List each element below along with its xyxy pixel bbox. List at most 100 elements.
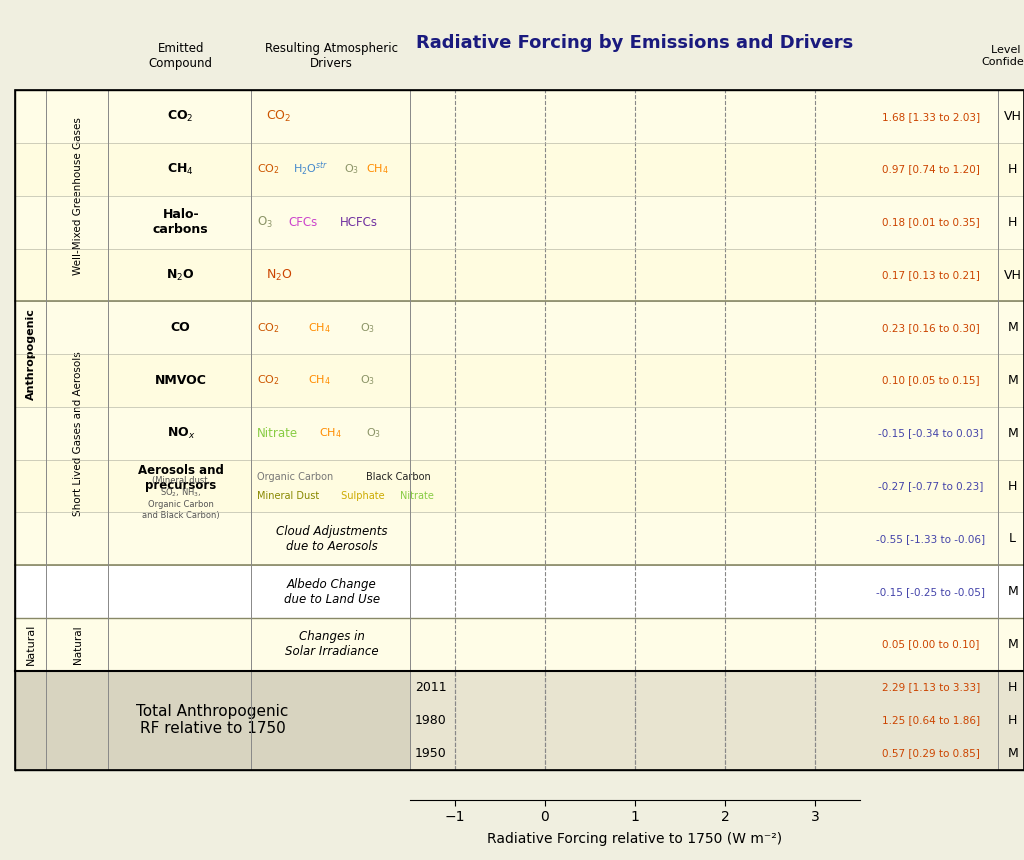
Bar — [545, 742, 596, 764]
Text: M: M — [1008, 638, 1018, 651]
Text: Organic Carbon: Organic Carbon — [257, 471, 337, 482]
Text: Radiative Forcing relative to 1750 (W m⁻²): Radiative Forcing relative to 1750 (W m⁻… — [487, 832, 782, 845]
Text: 1980: 1980 — [415, 714, 446, 727]
Text: 1950: 1950 — [415, 746, 446, 759]
Text: 0.17 [0.13 to 0.21]: 0.17 [0.13 to 0.21] — [882, 270, 980, 280]
Bar — [545, 361, 549, 400]
Text: NO$_x$: NO$_x$ — [167, 426, 195, 441]
Text: Radiative Forcing by Emissions and Drivers: Radiative Forcing by Emissions and Drive… — [416, 34, 854, 52]
Text: H: H — [1008, 216, 1018, 229]
Text: 0.97 [0.74 to 1.20]: 0.97 [0.74 to 1.20] — [882, 164, 980, 175]
Text: VH: VH — [1004, 110, 1022, 123]
Text: CO$_2$: CO$_2$ — [168, 109, 194, 124]
Text: Well-Mixed Greenhouse Gases: Well-Mixed Greenhouse Gases — [74, 117, 83, 275]
Text: N$_2$O: N$_2$O — [167, 267, 195, 283]
Text: Mineral Dust: Mineral Dust — [257, 490, 323, 501]
Bar — [571, 150, 632, 188]
Text: Cloud Adjustments
due to Aerosols: Cloud Adjustments due to Aerosols — [276, 525, 387, 553]
Bar — [522, 573, 531, 611]
Text: 2011: 2011 — [415, 681, 446, 694]
Bar — [545, 415, 553, 452]
Text: 0.05 [0.00 to 0.10]: 0.05 [0.00 to 0.10] — [882, 640, 980, 649]
Bar — [545, 150, 557, 188]
Text: CO$_2$: CO$_2$ — [257, 163, 280, 176]
Text: CH$_4$: CH$_4$ — [308, 321, 331, 335]
Text: CH$_4$: CH$_4$ — [167, 162, 195, 177]
Text: 0.10 [0.05 to 0.15]: 0.10 [0.05 to 0.15] — [882, 376, 980, 385]
Text: M: M — [1008, 427, 1018, 439]
Text: Black Carbon: Black Carbon — [366, 471, 431, 482]
Text: CO$_2$: CO$_2$ — [257, 321, 280, 335]
Text: -0.27 [-0.77 to 0.23]: -0.27 [-0.77 to 0.23] — [879, 481, 983, 491]
Bar — [503, 467, 511, 505]
Bar — [545, 256, 560, 294]
Bar — [520, 467, 569, 505]
Text: Level of
Confidence: Level of Confidence — [981, 45, 1024, 67]
Bar — [545, 625, 549, 663]
Text: -0.15 [-0.34 to 0.03]: -0.15 [-0.34 to 0.03] — [879, 428, 983, 439]
Text: Short Lived Gases and Aerosols: Short Lived Gases and Aerosols — [74, 351, 83, 516]
Text: CFCs: CFCs — [288, 216, 317, 229]
Text: Albedo Change
due to Land Use: Albedo Change due to Land Use — [284, 578, 380, 605]
Text: Aerosols and
precursors: Aerosols and precursors — [138, 464, 223, 492]
Text: CH$_4$: CH$_4$ — [319, 427, 342, 440]
Bar — [475, 467, 484, 505]
Text: CH$_4$: CH$_4$ — [366, 163, 389, 176]
Bar — [545, 677, 752, 698]
Bar — [557, 150, 563, 188]
Text: Resulting Atmospheric
Drivers: Resulting Atmospheric Drivers — [265, 42, 398, 70]
Text: 0.57 [0.29 to 0.85]: 0.57 [0.29 to 0.85] — [882, 748, 980, 759]
Text: CO$_2$: CO$_2$ — [266, 109, 292, 124]
Bar — [511, 467, 520, 505]
Text: H: H — [1008, 681, 1018, 694]
Text: 1.68 [1.33 to 2.03]: 1.68 [1.33 to 2.03] — [882, 112, 980, 121]
Text: L: L — [1010, 532, 1016, 545]
Text: CO$_2$: CO$_2$ — [257, 373, 280, 388]
Text: NMVOC: NMVOC — [155, 374, 207, 387]
Text: N$_2$O: N$_2$O — [266, 267, 293, 283]
Text: -0.55 [-1.33 to -0.06]: -0.55 [-1.33 to -0.06] — [877, 534, 985, 544]
Bar — [484, 467, 503, 505]
Bar — [545, 710, 657, 731]
Text: Nitrate: Nitrate — [400, 490, 434, 501]
Text: O$_3$: O$_3$ — [359, 373, 375, 388]
Text: -0.15 [-0.25 to -0.05]: -0.15 [-0.25 to -0.05] — [877, 587, 985, 597]
Text: H: H — [1008, 714, 1018, 727]
Bar — [514, 415, 529, 452]
Bar — [549, 361, 551, 400]
Text: HCFCs: HCFCs — [340, 216, 378, 229]
Text: H$_2$O$^{str}$: H$_2$O$^{str}$ — [293, 161, 328, 178]
Bar — [425, 519, 540, 558]
Bar — [545, 98, 696, 136]
Text: 1.25 [0.64 to 1.86]: 1.25 [0.64 to 1.86] — [882, 716, 980, 725]
Bar — [558, 309, 565, 347]
Text: O$_3$: O$_3$ — [359, 321, 375, 335]
Text: Emitted
Compound: Emitted Compound — [148, 42, 213, 70]
Bar — [545, 309, 551, 347]
Text: 2.29 [1.13 to 3.33]: 2.29 [1.13 to 3.33] — [882, 682, 980, 692]
Text: Anthropogenic: Anthropogenic — [26, 308, 36, 400]
Text: Natural: Natural — [74, 625, 83, 664]
Text: O$_3$: O$_3$ — [366, 427, 381, 440]
Text: O$_3$: O$_3$ — [344, 163, 359, 176]
Text: M: M — [1008, 585, 1018, 599]
Text: M: M — [1008, 322, 1018, 335]
Bar — [563, 150, 571, 188]
Text: (Mineral dust,
SO$_2$, NH$_3$,
Organic Carbon
and Black Carbon): (Mineral dust, SO$_2$, NH$_3$, Organic C… — [142, 476, 219, 519]
Bar — [559, 203, 564, 242]
Text: O$_3$: O$_3$ — [257, 215, 273, 230]
Text: Total Anthropogenic
RF relative to 1750: Total Anthropogenic RF relative to 1750 — [136, 704, 289, 736]
Text: Sulphate: Sulphate — [338, 490, 388, 501]
Text: 0.23 [0.16 to 0.30]: 0.23 [0.16 to 0.30] — [882, 322, 980, 333]
Text: M: M — [1008, 746, 1018, 759]
Text: Natural: Natural — [26, 624, 36, 665]
Bar — [545, 203, 549, 242]
Bar — [551, 309, 558, 347]
Text: CH$_4$: CH$_4$ — [308, 373, 331, 388]
Bar — [549, 203, 559, 242]
Text: Changes in
Solar Irradiance: Changes in Solar Irradiance — [285, 630, 379, 659]
Text: M: M — [1008, 374, 1018, 387]
Text: Halo-
carbons: Halo- carbons — [153, 208, 209, 237]
Text: Nitrate: Nitrate — [257, 427, 298, 439]
Text: 0.18 [0.01 to 0.35]: 0.18 [0.01 to 0.35] — [882, 218, 980, 227]
